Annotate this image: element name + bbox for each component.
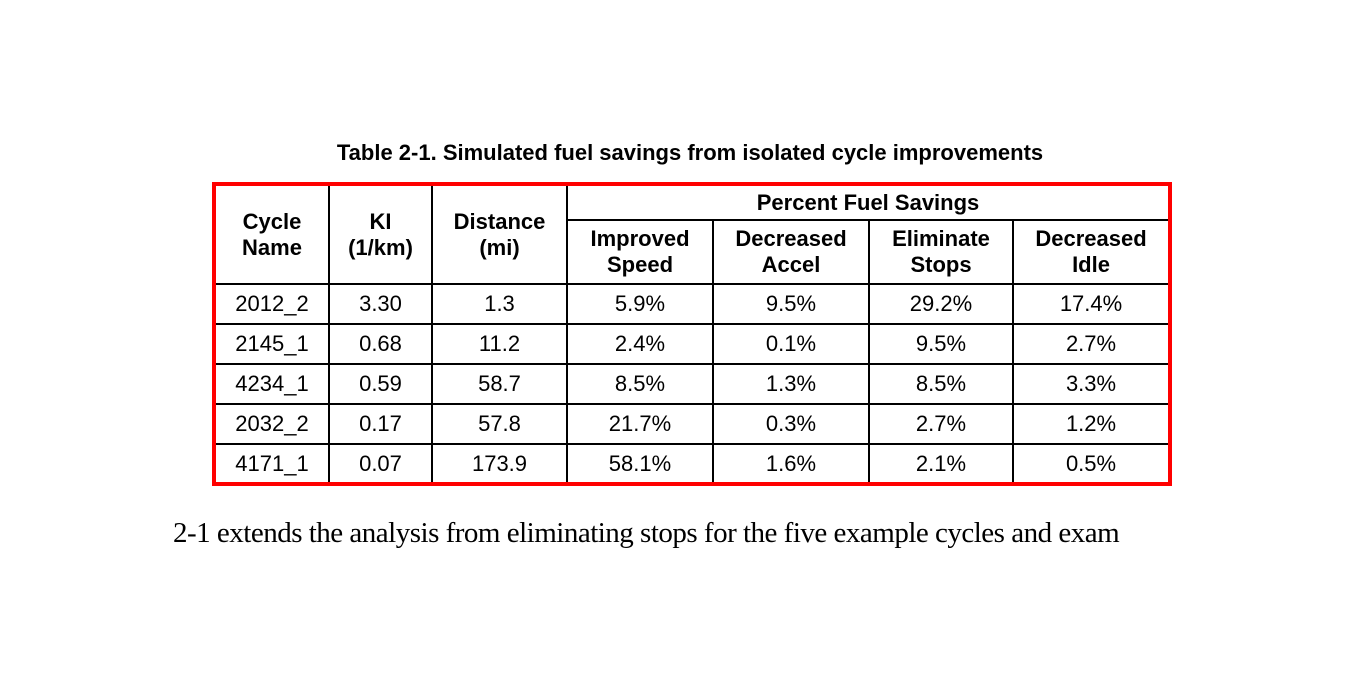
table-row: 4171_1 0.07 173.9 58.1% 1.6% 2.1% 0.5% [213,443,1172,485]
cell-distance: 58.7 [431,363,568,405]
cell-eliminate-stops: 29.2% [868,283,1014,325]
cell-eliminate-stops: 2.7% [868,403,1014,445]
table-row: 2012_2 3.30 1.3 5.9% 9.5% 29.2% 17.4% [213,283,1172,325]
col-header-decreased-idle: Decreased Idle [1011,219,1172,285]
cell-decreased-idle: 0.5% [1011,443,1172,485]
cell-eliminate-stops: 8.5% [868,363,1014,405]
cell-decreased-accel: 0.1% [712,323,870,365]
cell-improved-speed: 8.5% [566,363,714,405]
table-row: 4234_1 0.59 58.7 8.5% 1.3% 8.5% 3.3% [213,363,1172,405]
cell-decreased-idle: 3.3% [1011,363,1172,405]
header-row-group: Cycle Name KI (1/km) Distance (mi) Perce… [213,183,1172,285]
cell-eliminate-stops: 9.5% [868,323,1014,365]
group-header-percent-fuel-savings: Percent Fuel Savings [565,183,1172,221]
cell-cycle-name: 4171_1 [213,443,330,485]
cell-ki: 3.30 [328,283,433,325]
cell-decreased-idle: 1.2% [1011,403,1172,445]
cell-improved-speed: 5.9% [566,283,714,325]
cell-decreased-idle: 2.7% [1011,323,1172,365]
cell-improved-speed: 21.7% [566,403,714,445]
cell-decreased-idle: 17.4% [1011,283,1172,325]
fuel-savings-table: Cycle Name KI (1/km) Distance (mi) Perce… [212,182,1173,486]
table-caption: Table 2-1. Simulated fuel savings from i… [336,140,1044,165]
cell-cycle-name: 4234_1 [213,363,330,405]
col-header-cycle-name: Cycle Name [213,183,330,285]
cell-ki: 0.07 [328,443,433,485]
col-header-distance: Distance (mi) [431,183,568,285]
cell-improved-speed: 58.1% [566,443,714,485]
col-header-ki: KI (1/km) [328,183,433,285]
table-row: 2032_2 0.17 57.8 21.7% 0.3% 2.7% 1.2% [213,403,1172,445]
cell-distance: 57.8 [431,403,568,445]
cell-cycle-name: 2032_2 [213,403,330,445]
col-header-eliminate-stops: Eliminate Stops [868,219,1014,285]
cell-improved-speed: 2.4% [566,323,714,365]
cell-ki: 0.59 [328,363,433,405]
cell-distance: 1.3 [431,283,568,325]
cell-cycle-name: 2012_2 [213,283,330,325]
cell-ki: 0.17 [328,403,433,445]
cell-decreased-accel: 1.3% [712,363,870,405]
cell-decreased-accel: 1.6% [712,443,870,485]
cell-distance: 173.9 [431,443,568,485]
cell-decreased-accel: 0.3% [712,403,870,445]
cell-decreased-accel: 9.5% [712,283,870,325]
cell-cycle-name: 2145_1 [213,323,330,365]
cell-eliminate-stops: 2.1% [868,443,1014,485]
header-row-sub: Improved Speed Decreased Accel Eliminate… [214,219,1172,285]
body-paragraph: 2-1 extends the analysis from eliminatin… [173,517,1120,549]
cell-distance: 11.2 [431,323,568,365]
col-header-decreased-accel: Decreased Accel [712,219,870,285]
cell-ki: 0.68 [328,323,433,365]
table-row: 2145_1 0.68 11.2 2.4% 0.1% 9.5% 2.7% [213,323,1172,365]
col-header-improved-speed: Improved Speed [566,219,714,285]
